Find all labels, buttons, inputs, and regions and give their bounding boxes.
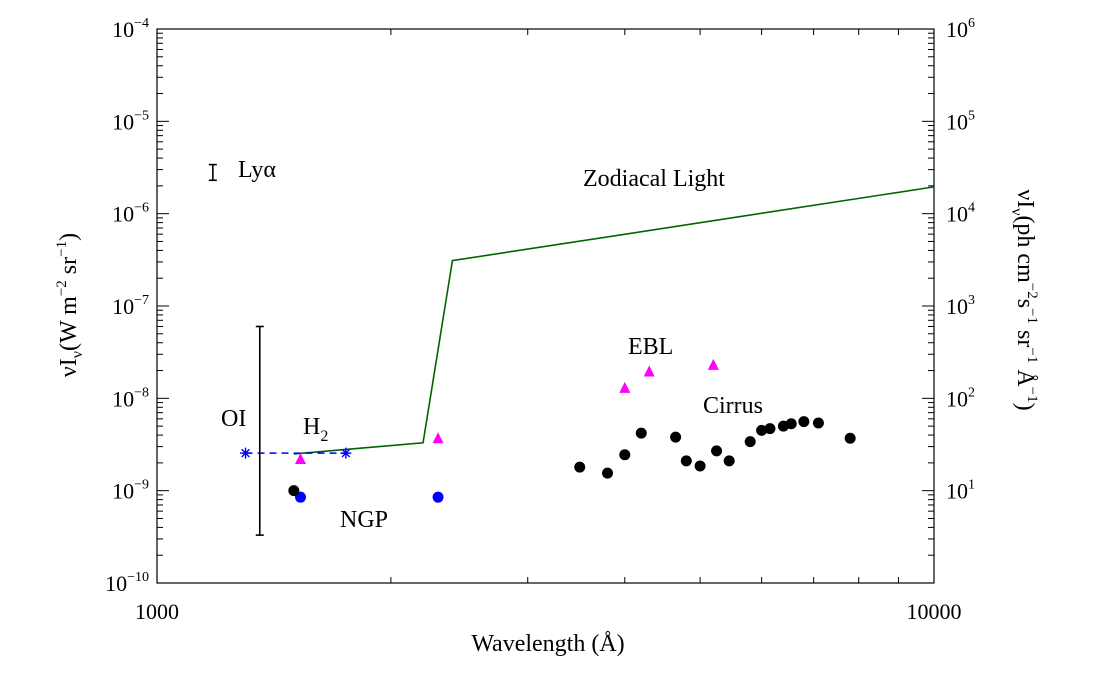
annotation-ngp: NGP: [340, 507, 388, 533]
cirrus-point: [744, 436, 756, 448]
cirrus-point: [844, 432, 856, 444]
y-tick-label-left: 10−4: [112, 16, 149, 42]
series-cirrus: [288, 416, 856, 497]
y-tick-label-left: 10−6: [112, 201, 149, 227]
y-tick-label-left: 10−9: [112, 478, 149, 504]
asterisk-stroke: [241, 448, 250, 458]
cirrus-point: [670, 431, 682, 443]
cirrus-point: [680, 455, 692, 467]
cirrus-point: [635, 427, 647, 439]
x-axis-label: Wavelength (Å): [471, 631, 624, 657]
cirrus-point: [756, 424, 768, 436]
y-tick-labels-left: 10−10 10−9 10−8 10−7 10−6 10−5 10−4: [105, 16, 149, 596]
x-tick-label: 1000: [135, 599, 179, 624]
y-tick-label-right: 106: [946, 16, 975, 42]
cirrus-point: [619, 449, 631, 461]
error-bar-ly-: [208, 163, 217, 182]
series-ngp: [295, 491, 444, 503]
cirrus-point: [785, 418, 797, 430]
annotation-ebl: EBL: [628, 334, 673, 360]
ebl-point: [432, 432, 444, 444]
y-tick-label-right: 105: [946, 108, 975, 134]
annotation-lya: Lyα: [238, 157, 276, 183]
cirrus-point: [694, 460, 706, 472]
y-tick-label-right: 101: [946, 478, 975, 504]
cirrus-point: [288, 485, 300, 497]
y-axis-label-left: νIν(W m−2 sr−1): [54, 233, 86, 377]
y-tick-label-right: 103: [946, 293, 975, 319]
y-tick-label-right: 104: [946, 201, 975, 227]
asterisk-marker: [340, 447, 352, 459]
plot-frame: [156, 28, 935, 584]
y-axis-label-right: νIν(ph cm−2s−1 sr−1 Å−1): [1008, 189, 1040, 410]
ngp-point: [432, 491, 444, 503]
asterisk-marker: [240, 447, 252, 459]
ebl-point: [643, 365, 655, 377]
axis-ticks: [156, 28, 935, 584]
cirrus-point: [798, 416, 810, 428]
cirrus-point: [601, 467, 613, 479]
zodiacal-light-line: [293, 186, 935, 455]
asterisk-stroke: [341, 448, 351, 458]
cirrus-point: [764, 423, 776, 435]
annotation-oi: OI: [221, 406, 246, 432]
y-tick-labels-right: 101 102 103 104 105 106: [946, 16, 975, 504]
annotation-cirrus: Cirrus: [703, 393, 763, 419]
cirrus-point: [711, 445, 723, 457]
x-tick-label: 10000: [907, 599, 962, 624]
ebl-point: [619, 381, 631, 393]
y-tick-label-left: 10−10: [105, 570, 149, 596]
annotation-h2: H2: [303, 414, 328, 445]
cirrus-point: [723, 455, 735, 467]
plot-marks: [208, 163, 935, 536]
y-tick-label-left: 10−8: [112, 385, 149, 411]
x-tick-labels: 1000 10000: [135, 599, 962, 624]
ebl-point: [707, 358, 719, 370]
cirrus-point: [574, 461, 586, 473]
error-bar-oi: [255, 325, 264, 536]
series-h-: [240, 447, 352, 459]
series-ebl: [295, 358, 719, 465]
y-tick-label-right: 102: [946, 385, 975, 411]
annotation-zodiacal-light: Zodiacal Light: [583, 166, 725, 192]
ebl-point: [295, 453, 307, 465]
cirrus-point: [812, 417, 824, 429]
y-tick-label-left: 10−5: [112, 108, 149, 134]
series-zodiacal-light: [293, 186, 935, 455]
y-tick-label-left: 10−7: [112, 293, 149, 319]
